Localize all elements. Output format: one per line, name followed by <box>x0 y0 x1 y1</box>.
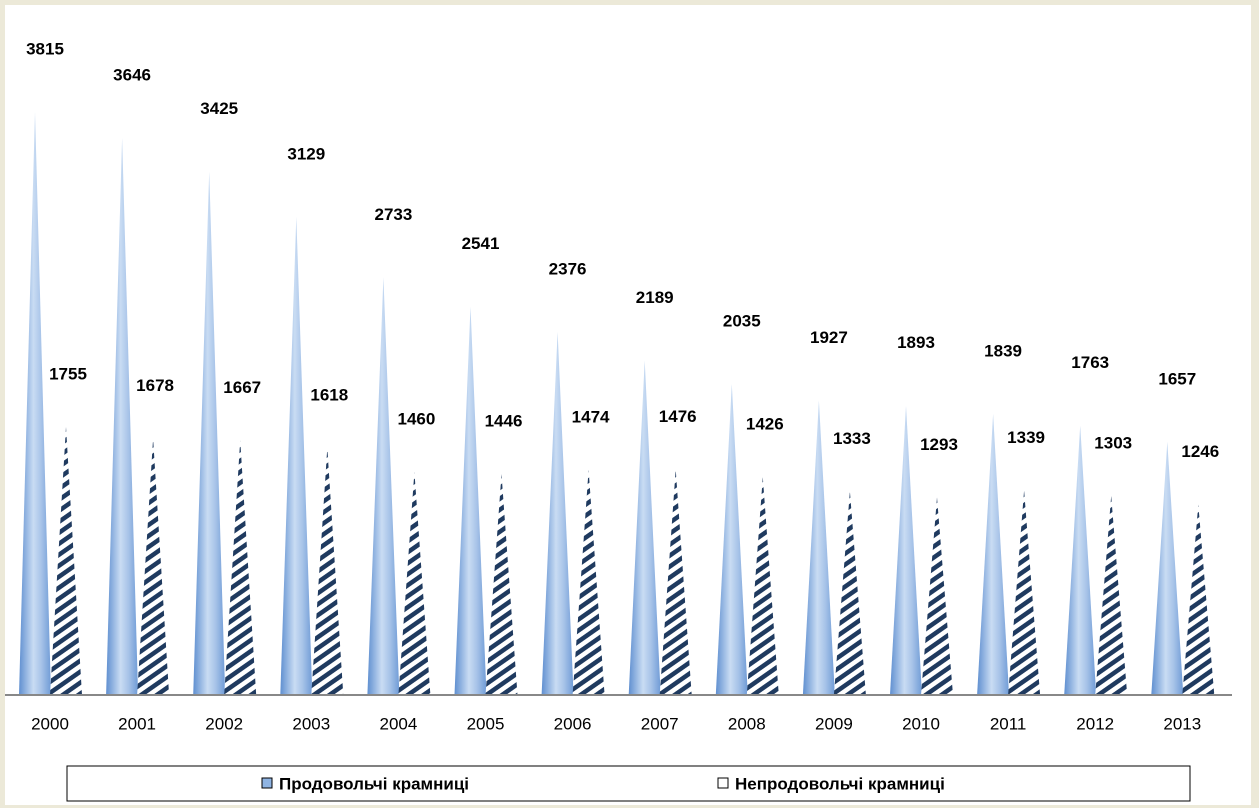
data-label: 1755 <box>49 364 87 383</box>
data-label: 2035 <box>723 312 761 331</box>
data-label: 1246 <box>1181 442 1219 461</box>
cone <box>137 438 170 695</box>
data-label: 1426 <box>746 415 784 434</box>
legend-label: Непродовольчі крамниці <box>735 774 945 793</box>
data-label: 1293 <box>920 435 958 454</box>
cone <box>1182 504 1215 695</box>
data-label: 1763 <box>1071 353 1109 372</box>
cone <box>890 405 922 695</box>
x-tick-label: 2006 <box>554 714 592 733</box>
data-label: 1460 <box>397 409 435 428</box>
x-tick-label: 2008 <box>728 714 766 733</box>
cone <box>367 277 400 695</box>
cone <box>50 426 82 695</box>
legend-swatch <box>717 777 729 789</box>
x-tick-label: 2004 <box>379 714 417 733</box>
cone <box>106 137 139 695</box>
cone <box>224 440 257 695</box>
x-tick-label: 2009 <box>815 714 853 733</box>
cone <box>628 360 661 695</box>
data-label: 3425 <box>200 99 238 118</box>
data-label: 1667 <box>223 378 261 397</box>
cone <box>833 491 866 695</box>
data-label: 1446 <box>485 412 523 431</box>
cone <box>715 384 748 695</box>
cone <box>485 474 518 695</box>
cone <box>1095 495 1128 695</box>
cone <box>311 447 344 695</box>
data-label: 2541 <box>462 234 500 253</box>
cone <box>921 497 953 695</box>
cone <box>454 306 487 695</box>
x-tick-label: 2001 <box>118 714 156 733</box>
legend-swatch <box>261 777 273 789</box>
data-label: 1339 <box>1007 428 1045 447</box>
data-label: 2376 <box>549 259 587 278</box>
data-label: 1476 <box>659 407 697 426</box>
cone <box>572 469 605 695</box>
plot-area <box>5 5 1251 805</box>
cone <box>746 477 779 695</box>
x-tick-label: 2013 <box>1163 714 1201 733</box>
legend-label: Продовольчі крамниці <box>279 774 469 793</box>
legend <box>66 765 1191 802</box>
data-label: 2733 <box>374 205 412 224</box>
cone <box>1064 425 1097 695</box>
data-label: 1839 <box>984 341 1022 360</box>
data-label: 1618 <box>310 385 348 404</box>
cone <box>541 331 574 695</box>
cone <box>659 469 692 695</box>
data-label: 1657 <box>1158 369 1196 388</box>
data-label: 3815 <box>26 40 64 59</box>
data-label: 1474 <box>572 407 610 426</box>
cone <box>1008 490 1041 695</box>
data-label: 1333 <box>833 429 871 448</box>
x-tick-label: 2002 <box>205 714 243 733</box>
cone <box>19 112 51 696</box>
cone <box>398 471 431 695</box>
x-tick-label: 2012 <box>1076 714 1114 733</box>
data-label: 1303 <box>1094 433 1132 452</box>
x-tick-label: 2010 <box>902 714 940 733</box>
data-label: 2189 <box>636 288 674 307</box>
x-tick-label: 2007 <box>641 714 679 733</box>
cone <box>802 400 835 695</box>
data-label: 1927 <box>810 328 848 347</box>
data-label: 1678 <box>136 376 174 395</box>
cone <box>280 216 313 695</box>
cone <box>977 414 1010 695</box>
x-tick-label: 2000 <box>31 714 69 733</box>
data-label: 1893 <box>897 333 935 352</box>
cone <box>193 171 226 695</box>
data-label: 3646 <box>113 65 151 84</box>
cone <box>1151 441 1184 695</box>
x-tick-label: 2005 <box>467 714 505 733</box>
x-tick-label: 2011 <box>990 714 1027 733</box>
data-label: 3129 <box>287 144 325 163</box>
x-tick-label: 2003 <box>292 714 330 733</box>
